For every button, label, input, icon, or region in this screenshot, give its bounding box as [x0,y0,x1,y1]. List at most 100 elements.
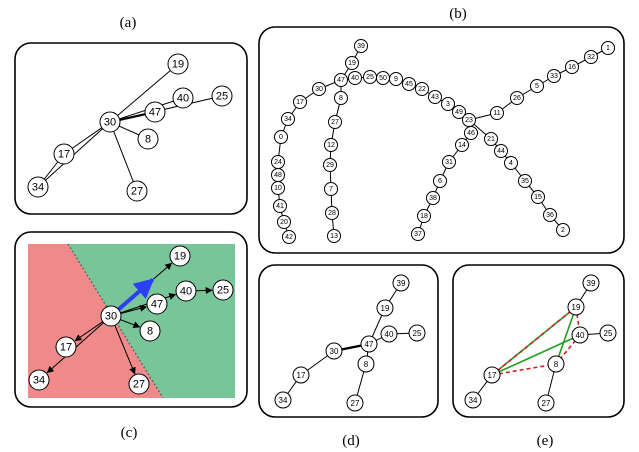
panel-c-arrow-30-47 [120,304,148,314]
panel-e-green-edge-19-8 [555,306,577,365]
panel-b-node-label: 32 [587,54,595,61]
panel-a-node-27: 27 [126,180,148,202]
panel-a-node-label: 27 [131,186,143,198]
panel-c-node-label: 30 [105,311,117,323]
panel-b-node-12: 12 [324,138,338,152]
panel-a-node-label: 17 [58,149,70,161]
panel-b-node-33: 33 [547,69,561,83]
panel-a-edge-30-27 [109,121,138,192]
panel-e-node-label: 39 [587,279,596,288]
panel-b-node-label: 4 [509,160,513,167]
panel-b-node-15: 15 [531,190,545,204]
panel-b-node-46: 46 [464,126,478,140]
panel-c-arrow-30-8 [120,319,141,329]
panel-a-node-label: 25 [216,91,228,103]
panel-d-node-label: 19 [381,304,390,313]
panel-e-node-39: 39 [582,274,600,292]
panel-e-node-label: 8 [554,360,559,369]
panel-b-node-24: 24 [271,155,285,169]
panel-b-node-label: 31 [445,159,453,166]
panel-b-node-label: 3 [446,101,450,108]
panel-b-node-label: 12 [327,142,335,149]
panel-c-node-label: 8 [147,326,153,338]
panel-b-node-label: 26 [513,95,521,102]
panel-e-node-label: 27 [542,399,551,408]
panel-c-node-label: 19 [174,251,186,263]
panel-d-node-label: 27 [351,399,360,408]
panel-b-node-label: 21 [487,136,495,143]
panel-d-node-8: 8 [357,355,375,373]
panel-d-node-17: 17 [292,366,310,384]
panel-b-node-label: 41 [276,203,284,210]
panel-a-node-label: 8 [145,134,151,146]
caption-d: (d) [342,433,360,449]
panel-e-node-8: 8 [547,355,565,373]
panel-a-node-17: 17 [53,143,75,165]
panel-b-node-label: 11 [493,110,500,117]
panel-d-node-34: 34 [274,391,292,409]
panel-b-node-35: 35 [518,174,532,188]
panel-b-node-5: 5 [530,79,544,93]
panel-b-node-50: 50 [376,71,390,85]
panel-c-highlight-arrow [117,278,155,311]
panel-e-node-label: 34 [469,396,478,405]
panel-d-node-40: 40 [380,325,398,343]
panel-b-node-6: 6 [433,174,447,188]
panel-b-node-32: 32 [584,50,598,64]
panel-b-node-label: 24 [274,159,282,166]
panel-a-node-47: 47 [144,101,166,123]
panel-b-node-label: 44 [497,148,505,155]
panel-b-node-label: 13 [330,233,338,240]
panel-b-node-36: 36 [543,208,557,222]
panel-a-node-label: 19 [172,59,184,71]
panel-b-node-0: 0 [274,130,288,144]
panel-b-node-label: 30 [315,86,323,93]
panel-b-node-label: 28 [328,210,336,217]
panel-c-node-label: 27 [133,379,145,391]
panel-b-node-9: 9 [389,72,403,86]
panel-b-node-2: 2 [556,223,570,237]
panel-d-frame [258,264,439,418]
panel-b-node-label: 10 [274,185,282,192]
panel-b-node-18: 18 [417,209,431,223]
caption-a: (a) [120,15,137,31]
panel-e-node-19: 19 [567,298,585,316]
panel-b-node-label: 42 [285,234,293,241]
panel-b-node-label: 15 [534,194,542,201]
panel-c-node-label: 40 [180,286,192,298]
panel-b-node-label: 20 [280,219,288,226]
panel-b-node-label: 22 [418,86,426,93]
panel-b-node-label: 37 [414,231,422,238]
panel-d-node-25: 25 [408,324,426,342]
panel-c-node-47: 47 [146,293,168,315]
panel-b-node-8: 8 [334,91,348,105]
panel-b-node-label: 5 [535,83,539,90]
panel-a-node-label: 34 [32,182,44,194]
panel-c-node-label: 25 [217,285,229,297]
panel-b-node-label: 23 [465,117,473,124]
panel-e-frame [452,264,625,418]
panel-b-node-4: 4 [504,156,518,170]
panel-b-node-16: 16 [565,60,579,74]
panel-b-node-41: 41 [273,199,287,213]
panel-d-node-label: 25 [413,329,422,338]
panel-d-node-label: 34 [279,396,288,405]
panel-b-node-31: 31 [442,155,456,169]
panel-b-node-label: 45 [405,81,413,88]
panel-b-node-label: 14 [458,142,466,149]
panel-b-node-22: 22 [415,82,429,96]
panel-b-node-label: 6 [438,178,442,185]
panel-c-node-label: 47 [151,299,163,311]
panel-b-node-42: 42 [282,230,296,244]
panel-b-node-label: 48 [274,172,282,179]
panel-c-node-17: 17 [55,336,77,358]
panel-b-node-29: 29 [323,158,337,172]
panel-d-node-30: 30 [325,342,343,360]
panel-b-node-49: 49 [452,105,466,119]
panel-a-node-30: 30 [99,111,121,133]
panel-b-node-27: 27 [328,115,342,129]
panel-d-node-19: 19 [376,299,394,317]
panel-b-node-label: 17 [296,99,304,106]
panel-a-node-40: 40 [172,87,194,109]
